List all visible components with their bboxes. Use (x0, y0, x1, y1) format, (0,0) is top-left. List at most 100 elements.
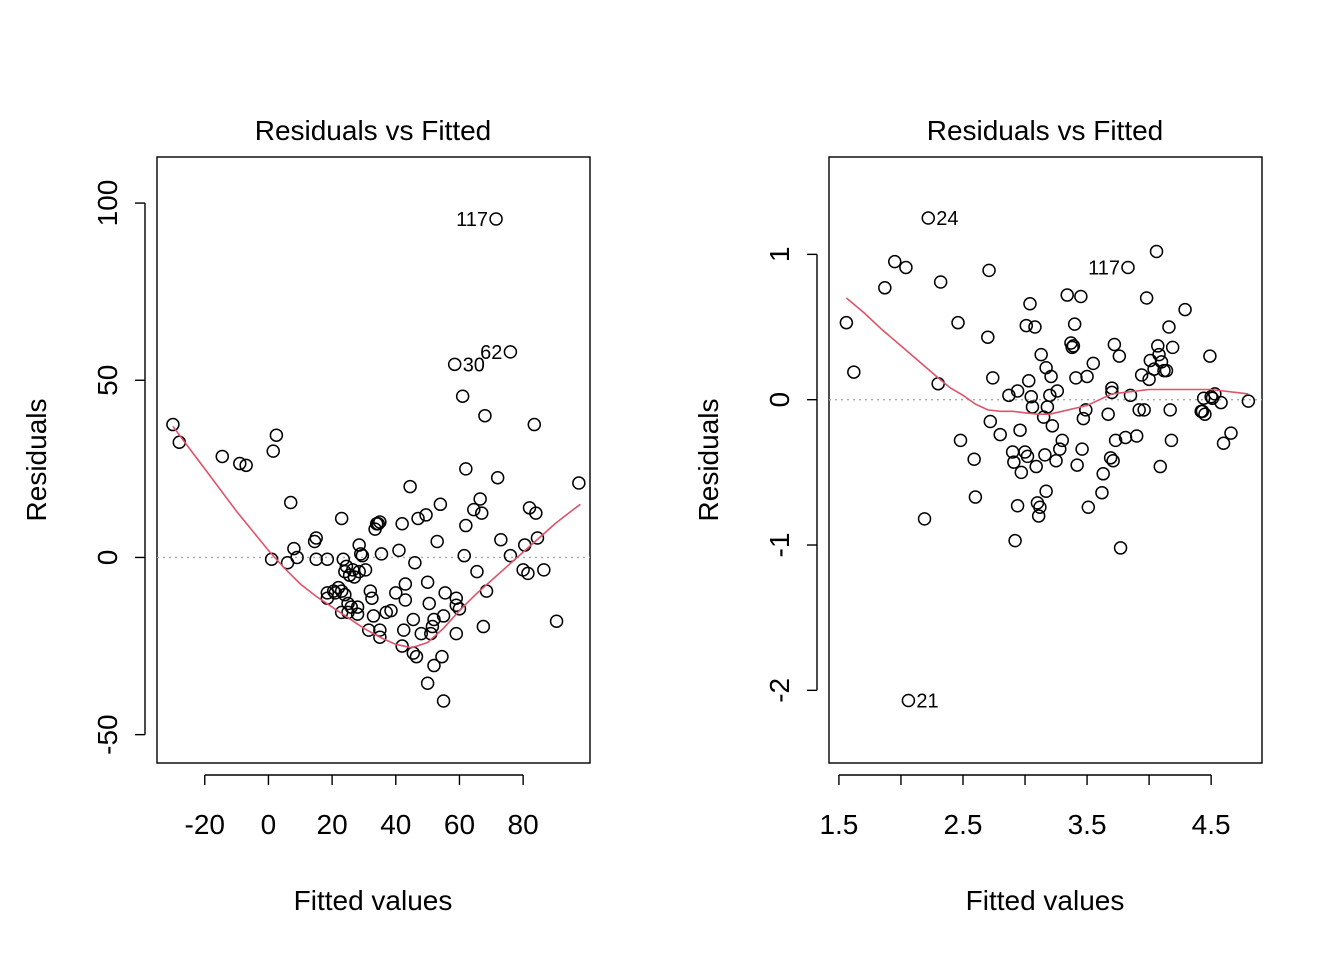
data-point (427, 658, 441, 673)
data-point (438, 586, 452, 600)
data-point (1224, 426, 1238, 440)
data-point (436, 609, 451, 623)
data-point (1198, 407, 1212, 421)
data-point (334, 584, 349, 598)
data-point (449, 598, 464, 613)
data-point (1106, 453, 1120, 468)
data-point (419, 508, 433, 522)
data-point (521, 566, 535, 581)
data-point (373, 630, 387, 644)
data-point (1060, 288, 1074, 302)
data-point (395, 639, 409, 653)
data-point (269, 428, 284, 442)
y-axis-label: Residuals (21, 399, 52, 522)
data-point (408, 556, 422, 570)
data-point (1028, 320, 1042, 334)
data-point (967, 452, 981, 467)
data-point (1204, 390, 1218, 404)
plot-frame (156, 156, 591, 764)
data-point (1153, 459, 1168, 474)
data-point (537, 563, 551, 577)
data-point (917, 512, 932, 526)
data-point (427, 612, 441, 627)
data-point (1107, 337, 1122, 352)
x-tick-label: 3.5 (1068, 809, 1107, 840)
data-point (847, 365, 861, 379)
data-point (1076, 411, 1091, 426)
x-tick-label: 0 (261, 809, 277, 840)
data-point (1034, 347, 1048, 362)
data-point (398, 593, 413, 607)
data-point (1070, 458, 1084, 472)
data-point (1214, 395, 1228, 410)
data-point (239, 458, 253, 473)
data-point (411, 511, 425, 526)
point-annotations: 24 117 21 (916, 208, 1120, 712)
data-point (1152, 347, 1166, 362)
data-point (1079, 403, 1093, 417)
data-point (1151, 339, 1165, 353)
data-point (350, 600, 365, 614)
data-point (1074, 289, 1088, 304)
y-tick-label: -2 (764, 678, 795, 703)
data-point (1075, 442, 1089, 456)
data-point (365, 591, 379, 605)
data-point (1241, 394, 1256, 408)
data-point (334, 511, 349, 526)
point-label: 21 (916, 691, 938, 713)
data-point (1067, 317, 1082, 331)
x-tick-label: 4.5 (1192, 809, 1231, 840)
data-point (1113, 541, 1128, 555)
data-point (459, 518, 473, 533)
data-point (899, 260, 913, 275)
right-residuals-vs-fitted-plot: Residuals vs Fitted 1.5 2.5 3.5 4.5 -2-101 … (693, 115, 1263, 916)
data-point (1022, 374, 1036, 388)
data-point (320, 586, 335, 600)
data-point (352, 564, 366, 579)
data-point (398, 577, 413, 591)
data-point (455, 389, 470, 403)
data-point (1024, 390, 1038, 404)
x-tick-label: 60 (444, 809, 475, 840)
data-point (449, 626, 464, 641)
x-tick-label: -20 (185, 809, 225, 840)
data-point (233, 456, 247, 471)
y-axis-label: Residuals (693, 399, 724, 522)
data-point (396, 623, 411, 637)
data-point (953, 433, 968, 448)
data-point (363, 584, 378, 598)
y-tick-label: -1 (764, 533, 795, 558)
point-label: 24 (936, 208, 958, 230)
data-point (403, 479, 417, 494)
data-point (1053, 442, 1067, 456)
y-axis: -2 -1 0 1 (764, 247, 818, 703)
data-point (452, 602, 467, 616)
data-point (1165, 340, 1180, 355)
data-point (921, 211, 936, 225)
data-point (1039, 484, 1053, 498)
y-tick-label: -50 (92, 714, 123, 754)
data-point (1129, 429, 1144, 443)
data-point (436, 694, 451, 708)
data-point (951, 315, 965, 330)
data-point (358, 563, 373, 577)
plot-frame (828, 156, 1263, 764)
data-point (1134, 368, 1149, 382)
data-point (901, 693, 916, 708)
data-point (166, 417, 180, 432)
data-point (373, 623, 387, 637)
x-tick-label: 1.5 (819, 809, 858, 840)
data-point (1081, 500, 1096, 514)
data-point (1066, 339, 1081, 353)
data-point (467, 502, 481, 517)
data-point (489, 212, 503, 226)
data-point (395, 517, 409, 531)
data-point (1137, 403, 1151, 417)
data-point (572, 476, 586, 490)
data-point (1002, 388, 1016, 403)
data-point (1080, 369, 1094, 384)
data-point (1043, 388, 1057, 403)
data-point (1196, 391, 1211, 405)
data-point (494, 532, 508, 547)
data-point (309, 531, 323, 545)
